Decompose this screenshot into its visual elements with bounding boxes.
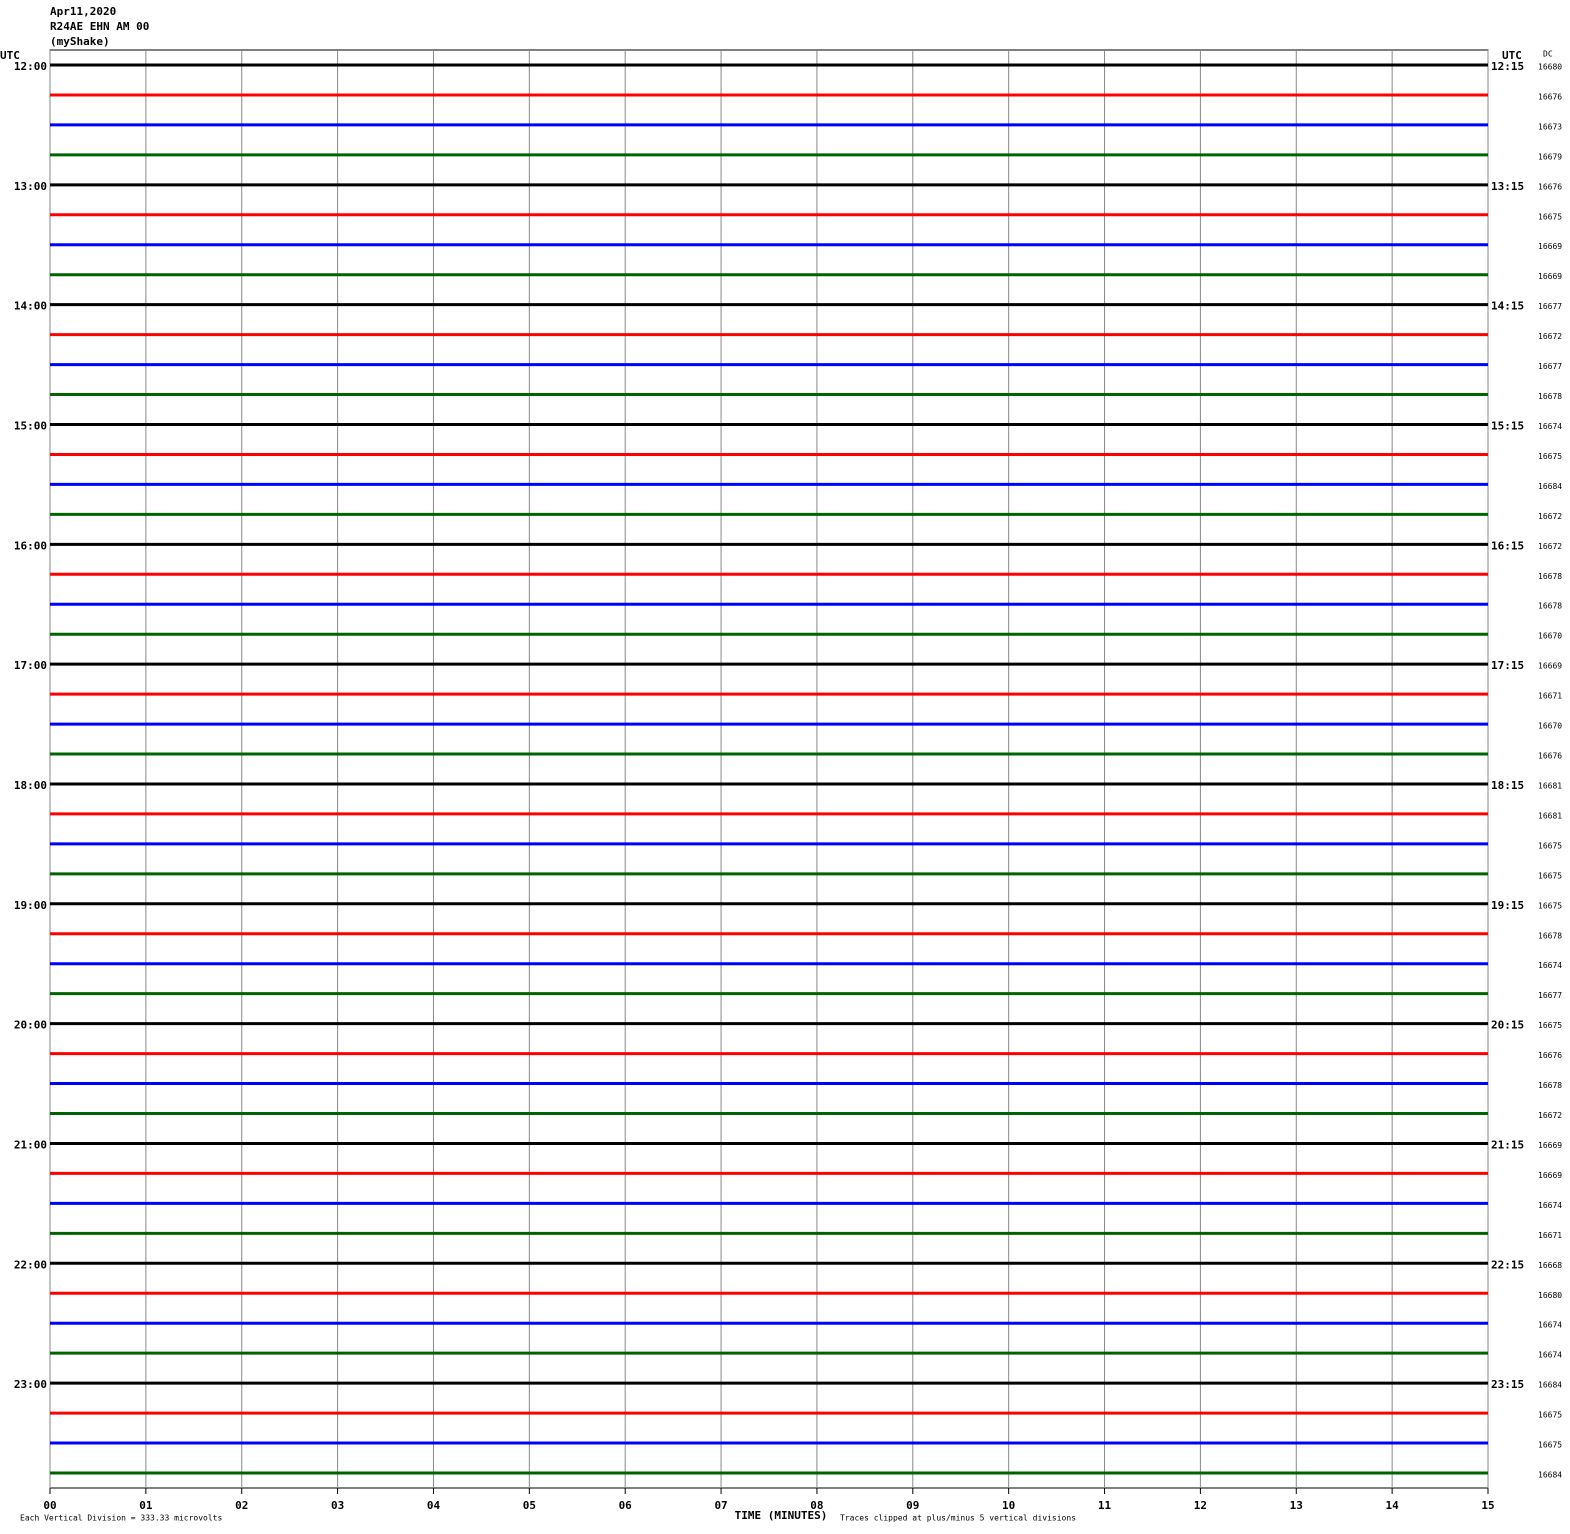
dc-value: 16676	[1538, 92, 1562, 101]
header-line: Apr11,2020	[50, 5, 116, 18]
dc-value: 16675	[1538, 901, 1562, 910]
left-time-label: 23:00	[14, 1378, 47, 1391]
x-tick-label: 12	[1194, 1499, 1207, 1512]
dc-value: 16669	[1538, 242, 1562, 251]
dc-value: 16678	[1538, 602, 1562, 611]
footer-left: Each Vertical Division = 333.33 microvol…	[20, 1514, 222, 1523]
dc-title: DC	[1543, 50, 1553, 59]
x-tick-label: 06	[619, 1499, 633, 1512]
dc-value: 16684	[1538, 1381, 1562, 1390]
dc-value: 16670	[1538, 722, 1562, 731]
dc-value: 16675	[1538, 212, 1562, 221]
left-time-label: 22:00	[14, 1258, 47, 1271]
dc-value: 16674	[1538, 1201, 1562, 1210]
left-time-label: 21:00	[14, 1138, 47, 1151]
left-time-label: 15:00	[14, 419, 47, 432]
dc-value: 16673	[1538, 122, 1562, 131]
dc-value: 16675	[1538, 841, 1562, 850]
dc-value: 16677	[1538, 302, 1562, 311]
dc-value: 16675	[1538, 1411, 1562, 1420]
x-tick-label: 07	[714, 1499, 727, 1512]
right-time-label: 23:15	[1491, 1378, 1524, 1391]
dc-value: 16668	[1538, 1261, 1562, 1270]
left-time-label: 19:00	[14, 899, 47, 912]
footer-right: Traces clipped at plus/minus 5 vertical …	[840, 1514, 1076, 1523]
dc-value: 16678	[1538, 931, 1562, 940]
left-time-label: 16:00	[14, 539, 47, 552]
dc-value: 16669	[1538, 662, 1562, 671]
right-time-label: 20:15	[1491, 1019, 1524, 1032]
left-time-label: 18:00	[14, 779, 47, 792]
right-time-label: 21:15	[1491, 1138, 1524, 1151]
dc-value: 16680	[1538, 63, 1562, 72]
dc-value: 16679	[1538, 152, 1562, 161]
dc-value: 16674	[1538, 1351, 1562, 1360]
right-time-label: 12:15	[1491, 60, 1524, 73]
header-line: (myShake)	[50, 35, 110, 48]
right-time-label: 19:15	[1491, 899, 1524, 912]
x-tick-label: 00	[43, 1499, 56, 1512]
x-tick-label: 05	[523, 1499, 536, 1512]
right-time-label: 13:15	[1491, 180, 1524, 193]
x-tick-label: 04	[427, 1499, 441, 1512]
left-time-label: 17:00	[14, 659, 47, 672]
left-time-label: 13:00	[14, 180, 47, 193]
x-tick-label: 15	[1481, 1499, 1494, 1512]
right-time-label: 14:15	[1491, 300, 1524, 313]
x-tick-label: 09	[906, 1499, 919, 1512]
dc-value: 16681	[1538, 781, 1562, 790]
dc-value: 16678	[1538, 572, 1562, 581]
dc-value: 16684	[1538, 482, 1562, 491]
plot-frame	[49, 49, 1489, 1489]
left-time-label: 12:00	[14, 60, 47, 73]
x-tick-label: 01	[139, 1499, 153, 1512]
dc-value: 16676	[1538, 1051, 1562, 1060]
x-axis-label: TIME (MINUTES)	[735, 1509, 828, 1522]
dc-value: 16672	[1538, 1111, 1562, 1120]
dc-value: 16675	[1538, 452, 1562, 461]
dc-value: 16671	[1538, 692, 1562, 701]
dc-value: 16669	[1538, 1171, 1562, 1180]
x-tick-label: 08	[810, 1499, 823, 1512]
dc-value: 16676	[1538, 752, 1562, 761]
left-time-label: 20:00	[14, 1019, 47, 1032]
dc-value: 16675	[1538, 1021, 1562, 1030]
dc-value: 16684	[1538, 1471, 1562, 1480]
x-tick-label: 03	[331, 1499, 344, 1512]
dc-value: 16669	[1538, 272, 1562, 281]
dc-value: 16675	[1538, 1441, 1562, 1450]
dc-value: 16675	[1538, 871, 1562, 880]
right-time-label: 15:15	[1491, 419, 1524, 432]
right-time-label: 17:15	[1491, 659, 1524, 672]
dc-value: 16670	[1538, 632, 1562, 641]
header-line: R24AE EHN AM 00	[50, 20, 149, 33]
dc-value: 16674	[1538, 1321, 1562, 1330]
x-tick-label: 13	[1290, 1499, 1303, 1512]
dc-value: 16674	[1538, 422, 1562, 431]
dc-value: 16671	[1538, 1231, 1562, 1240]
dc-value: 16672	[1538, 512, 1562, 521]
dc-value: 16681	[1538, 811, 1562, 820]
dc-value: 16669	[1538, 1141, 1562, 1150]
dc-value: 16672	[1538, 332, 1562, 341]
x-tick-label: 10	[1002, 1499, 1015, 1512]
left-axis-title: UTC	[0, 49, 20, 62]
dc-value: 16674	[1538, 961, 1562, 970]
dc-value: 16672	[1538, 542, 1562, 551]
right-time-label: 16:15	[1491, 539, 1524, 552]
right-axis-title: UTC	[1502, 49, 1522, 62]
x-tick-label: 02	[235, 1499, 248, 1512]
x-tick-label: 14	[1386, 1499, 1400, 1512]
right-time-label: 18:15	[1491, 779, 1524, 792]
dc-value: 16680	[1538, 1291, 1562, 1300]
dc-value: 16676	[1538, 182, 1562, 191]
dc-value: 16678	[1538, 392, 1562, 401]
dc-value: 16678	[1538, 1081, 1562, 1090]
dc-value: 16677	[1538, 362, 1562, 371]
right-time-label: 22:15	[1491, 1258, 1524, 1271]
x-tick-label: 11	[1098, 1499, 1112, 1512]
dc-value: 16677	[1538, 991, 1562, 1000]
left-time-label: 14:00	[14, 300, 47, 313]
